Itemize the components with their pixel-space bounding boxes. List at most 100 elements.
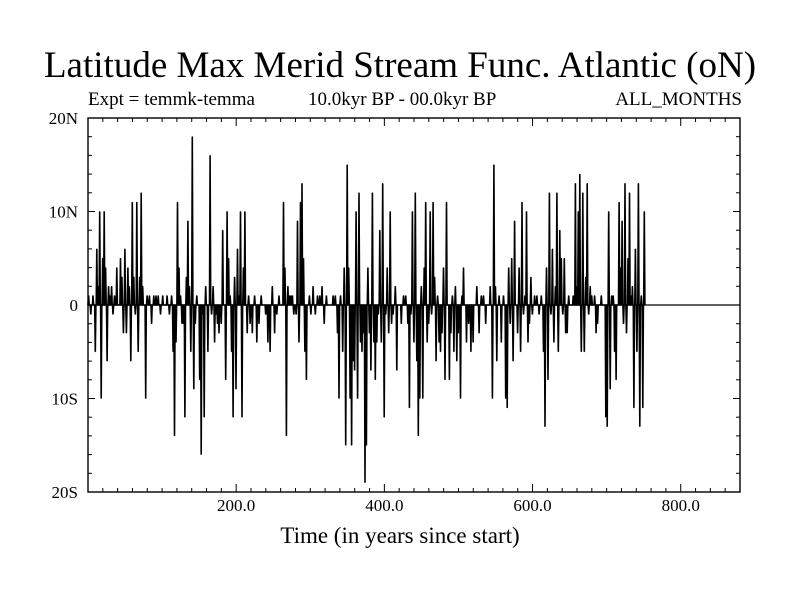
data-point	[505, 398, 507, 399]
data-point	[470, 351, 472, 353]
data-point	[640, 295, 642, 296]
data-point	[453, 351, 455, 353]
data-point	[217, 323, 218, 325]
data-point	[457, 332, 459, 334]
data-point	[585, 276, 587, 278]
data-point	[407, 323, 409, 325]
chart-title: Latitude Max Merid Stream Func. Atlantic…	[43, 45, 757, 86]
data-point	[358, 192, 360, 194]
data-point	[629, 192, 630, 194]
data-point	[380, 342, 382, 343]
period-label: 10.0kyr BP - 00.0kyr BP	[308, 89, 497, 110]
data-point	[621, 220, 623, 222]
data-point	[452, 295, 453, 296]
data-point	[348, 267, 350, 268]
data-point	[515, 304, 517, 306]
data-point	[394, 285, 396, 287]
data-point	[96, 248, 98, 250]
data-point	[342, 351, 344, 353]
data-point	[514, 220, 515, 222]
data-point	[351, 444, 352, 446]
data-point	[240, 211, 241, 212]
data-point	[468, 323, 470, 325]
data-point	[435, 360, 437, 362]
data-point	[237, 248, 238, 250]
data-point	[403, 295, 404, 296]
data-point	[618, 201, 620, 203]
data-point	[287, 285, 289, 287]
season-label: ALL_MONTHS	[615, 89, 742, 110]
data-point	[373, 342, 375, 343]
data-point	[117, 304, 119, 306]
data-point	[543, 351, 544, 353]
data-point	[379, 229, 381, 231]
data-point	[599, 304, 601, 306]
data-point	[377, 314, 379, 315]
data-point	[367, 267, 369, 268]
data-point	[434, 276, 435, 278]
data-point	[112, 314, 114, 315]
data-point	[181, 323, 183, 325]
tick-labels: 20N 10N 0 10S 20S 200.0 400.0 600.0 800.0	[49, 109, 700, 515]
data-point	[615, 379, 617, 381]
data-point	[109, 295, 111, 296]
data-point	[90, 314, 92, 315]
data-point	[425, 201, 427, 203]
data-point	[576, 285, 578, 287]
data-point	[489, 285, 491, 287]
data-point	[314, 314, 316, 315]
data-point	[254, 295, 256, 296]
data-point	[232, 416, 234, 418]
data-point	[269, 351, 271, 353]
data-point	[306, 379, 307, 381]
data-point	[338, 398, 340, 399]
data-point	[290, 295, 292, 296]
data-point	[222, 229, 224, 231]
data-point	[498, 295, 500, 296]
data-point	[99, 211, 101, 212]
data-point	[633, 407, 635, 409]
data-point	[238, 295, 240, 296]
data-point	[340, 295, 341, 296]
data-point	[218, 332, 220, 334]
data-point	[478, 332, 480, 334]
data-point	[517, 332, 518, 334]
data-point	[609, 388, 611, 390]
data-point	[289, 295, 290, 296]
data-point	[389, 211, 391, 212]
data-point	[146, 295, 148, 296]
data-point	[226, 211, 228, 212]
data-point	[171, 295, 173, 296]
data-point	[301, 183, 303, 184]
data-point	[103, 211, 105, 212]
data-point	[346, 164, 348, 166]
data-point	[562, 314, 564, 315]
data-point	[297, 220, 298, 222]
data-point	[172, 351, 174, 353]
data-point	[363, 332, 364, 334]
data-point	[193, 388, 195, 390]
data-point	[614, 351, 615, 353]
data-point	[546, 267, 547, 268]
data-point	[352, 360, 354, 362]
data-point	[199, 379, 201, 381]
data-point	[555, 285, 556, 287]
data-point	[116, 267, 118, 268]
data-point	[386, 267, 388, 268]
data-point	[606, 426, 608, 427]
data-point	[130, 360, 132, 362]
data-point	[235, 388, 237, 390]
data-point	[319, 295, 321, 296]
data-point	[349, 398, 351, 399]
data-point	[357, 398, 358, 399]
data-point	[263, 304, 264, 306]
data-point	[493, 164, 495, 166]
data-point	[105, 267, 106, 268]
data-point	[326, 295, 327, 296]
data-point	[572, 295, 574, 296]
data-point	[374, 379, 376, 381]
data-point	[126, 332, 127, 334]
data-point	[524, 295, 526, 296]
data-point	[248, 295, 250, 296]
